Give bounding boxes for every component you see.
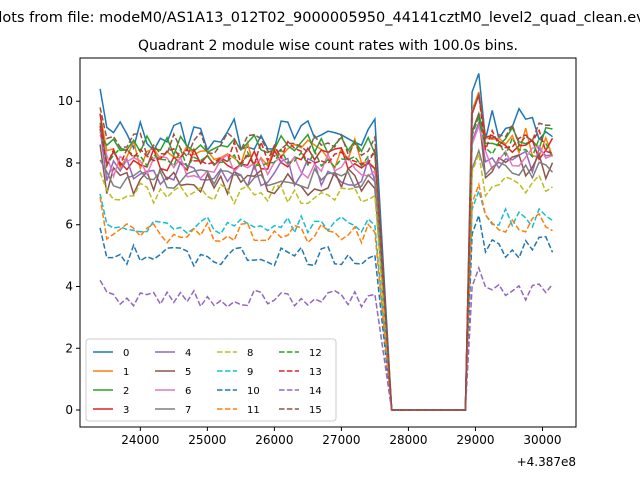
series-line-4 [99,119,553,411]
chart-title: Quadrant 2 module wise count rates with … [138,38,518,54]
axes-layer: 24000 25000 26000 27000 28000 29000 30000 0 2 4 6 8… [58,94,562,447]
series-line-6 [99,123,553,411]
legend-label-9: 9 [247,367,253,378]
y-tick-label: 4 [65,280,73,294]
y-tick-label: 0 [65,403,73,417]
x-tick-label: 25000 [188,433,226,447]
y-tick-label: 6 [65,218,73,232]
legend-label-15: 15 [309,405,322,416]
y-tick-label: 8 [65,156,73,170]
x-tick-label: 26000 [255,433,293,447]
legend-label-3: 3 [123,405,129,416]
series-line-8 [99,153,553,411]
series-line-12 [99,113,554,411]
x-tick-label: 24000 [121,433,159,447]
x-tick-label: 30000 [523,433,561,447]
series-line-0 [99,73,553,411]
series-line-13 [99,94,553,411]
x-offset-label: +4.387e8 [517,455,576,469]
legend-label-8: 8 [247,348,253,359]
series-line-5 [99,113,554,411]
legend-label-5: 5 [185,367,191,378]
legend-box [85,338,337,422]
legend-label-6: 6 [185,386,191,397]
legend-label-0: 0 [123,348,129,359]
legend-label-11: 11 [247,405,260,416]
x-tick-label: 27000 [322,433,360,447]
y-tick-label: 2 [65,341,73,355]
legend-label-2: 2 [123,386,129,397]
series-layer [99,73,554,411]
x-tick-label: 29000 [456,433,494,447]
legend-label-10: 10 [247,386,260,397]
legend-label-12: 12 [309,348,322,359]
legend-label-1: 1 [123,367,129,378]
legend-label-14: 14 [309,386,322,397]
series-line-14 [99,265,554,411]
legend-label-13: 13 [309,367,322,378]
series-line-11 [99,181,553,411]
series-line-7 [99,148,554,411]
y-tick-label: 10 [58,94,73,108]
legend-label-7: 7 [185,405,191,416]
series-line-2 [99,110,553,411]
x-tick-label: 28000 [389,433,427,447]
legend-label-4: 4 [185,348,191,359]
plot-frame [79,57,577,428]
chart-suptitle: Plots from file: modeM0/AS1A13_012T02_90… [0,10,640,26]
series-line-15 [99,92,553,411]
series-line-10 [99,212,554,411]
